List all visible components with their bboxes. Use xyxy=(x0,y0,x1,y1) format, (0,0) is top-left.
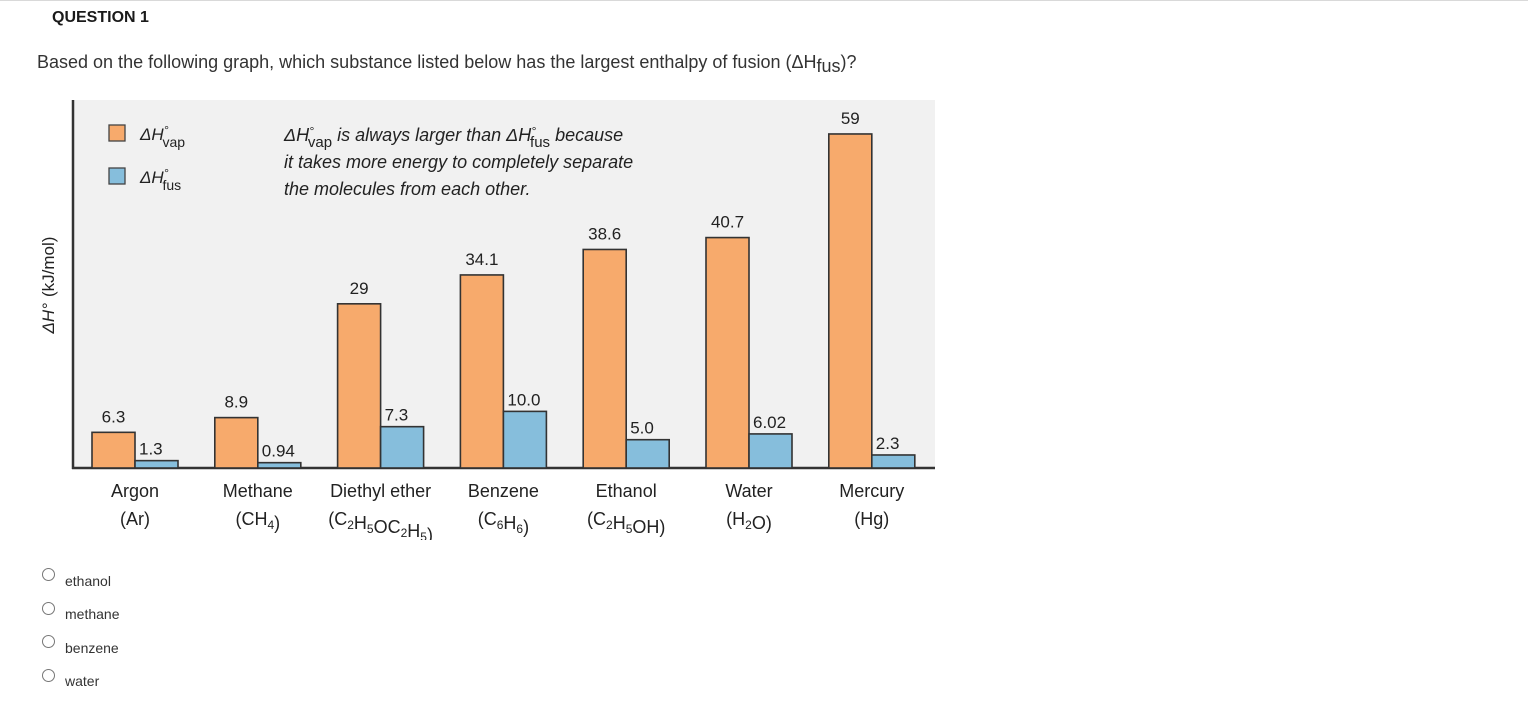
data-label-fus-5: 6.02 xyxy=(753,413,786,432)
option-label-ethanol: ethanol xyxy=(65,572,111,589)
data-label-fus-3: 10.0 xyxy=(507,390,540,409)
legend-fus-degree: ° xyxy=(164,166,169,180)
y-axis-label-symbol: ΔH° xyxy=(39,303,58,335)
bar-fus-4 xyxy=(625,438,671,469)
annotation-mid: is always larger than xyxy=(332,125,506,145)
y-axis-label-units: (kJ/mol) xyxy=(39,237,58,297)
category-labels-group: Argon (Ar) Methane (CH4) Diethyl ether (C2H5O… xyxy=(111,481,904,540)
data-label-vap-0: 6.3 xyxy=(102,407,126,426)
bar-vap-2 xyxy=(336,303,382,469)
category-formula-5: (H2O) xyxy=(726,509,772,533)
annotation-end: because xyxy=(550,125,623,145)
category-name-2: Diethyl ether xyxy=(330,481,431,501)
bar-vap-5 xyxy=(705,236,750,469)
bar-vap-0 xyxy=(91,431,136,469)
category-formula-6: (Hg) xyxy=(854,509,889,529)
legend-fus-symbol: ΔH xyxy=(139,168,164,187)
category-formula-3: (C6H6) xyxy=(478,509,529,537)
question-text: Based on the following graph, which subs… xyxy=(37,52,857,76)
data-label-vap-2: 29 xyxy=(350,279,369,298)
bar-fus-2 xyxy=(379,425,425,469)
question-title: QUESTION 1 xyxy=(52,9,149,26)
bar-vap-1 xyxy=(214,416,259,469)
legend-swatch-vap xyxy=(108,124,126,142)
category-name-4: Ethanol xyxy=(596,481,657,501)
data-label-vap-5: 40.7 xyxy=(711,213,744,232)
category-formula-4: (C2H5OH) xyxy=(587,509,665,537)
category-name-6: Mercury xyxy=(839,481,904,501)
category-formula-0: (Ar) xyxy=(120,509,150,529)
data-label-fus-0: 1.3 xyxy=(139,440,163,459)
option-ethanol[interactable]: ethanol xyxy=(42,562,119,596)
radio-methane[interactable] xyxy=(42,601,55,615)
chart-annotation: ΔH° vap is always larger than ΔH° fus beca… xyxy=(283,124,633,199)
bar-vap-4 xyxy=(582,248,628,469)
bar-fus-1 xyxy=(257,461,302,469)
data-label-vap-1: 8.9 xyxy=(224,393,248,412)
annotation-line-1: ΔH° vap is always larger than ΔH° fus beca… xyxy=(283,124,623,151)
category-name-5: Water xyxy=(725,481,772,501)
legend-label-fus: ΔH° fus xyxy=(139,166,181,193)
annotation-line-2: it takes more energy to completely separ… xyxy=(284,152,633,172)
legend-swatch-fus xyxy=(108,167,126,185)
option-label-benzene: benzene xyxy=(65,639,119,656)
radio-water[interactable] xyxy=(42,668,55,682)
bars-group: 6.3 1.3 8.9 0.94 29 7.3 34.1 10.0 38.6 5.0 40.7 6.0… xyxy=(91,109,916,469)
legend-vap-sub: vap xyxy=(163,134,186,150)
data-label-fus-6: 2.3 xyxy=(876,434,900,453)
annotation-sub-fus: fus xyxy=(530,134,550,151)
question-text-end: )? xyxy=(840,52,857,72)
option-water[interactable]: water xyxy=(42,663,119,697)
legend-fus-sub: fus xyxy=(163,177,182,193)
question-text-sub: fus xyxy=(816,56,841,76)
radio-benzene[interactable] xyxy=(42,635,55,649)
option-benzene[interactable]: benzene xyxy=(42,629,119,663)
radio-ethanol[interactable] xyxy=(42,568,55,582)
legend: ΔH° vap ΔH° fus xyxy=(108,123,185,193)
answer-options: ethanol methane benzene water xyxy=(42,562,119,696)
top-divider xyxy=(0,0,1528,1)
option-methane[interactable]: methane xyxy=(42,596,119,630)
data-label-fus-1: 0.94 xyxy=(262,442,295,461)
legend-label-vap: ΔH° vap xyxy=(139,123,185,150)
bar-vap-6 xyxy=(827,133,873,469)
category-formula-1: (CH4) xyxy=(235,509,280,533)
annotation-symbol-1: ΔH xyxy=(283,125,310,145)
annotation-degree-2: ° xyxy=(531,124,536,138)
data-label-fus-4: 5.0 xyxy=(630,419,654,438)
y-axis-label: ΔH° (kJ/mol) xyxy=(39,237,58,335)
bar-fus-6 xyxy=(870,454,916,469)
enthalpy-bar-chart: ΔH°(kJ/mol) ΔH° vap ΔH° fus ΔH° vap is alwa… xyxy=(39,100,935,540)
option-label-water: water xyxy=(65,673,100,690)
category-name-3: Benzene xyxy=(468,481,539,501)
data-label-vap-4: 38.6 xyxy=(588,224,621,243)
bar-fus-5 xyxy=(748,433,793,469)
category-name-1: Methane xyxy=(223,481,293,501)
data-label-vap-3: 34.1 xyxy=(465,250,498,269)
option-label-methane: methane xyxy=(65,606,120,623)
category-formula-2: (C2H5OC2H5) xyxy=(328,509,433,540)
legend-vap-degree: ° xyxy=(164,123,169,137)
data-label-fus-2: 7.3 xyxy=(385,406,409,425)
bar-fus-3 xyxy=(502,410,548,469)
legend-vap-symbol: ΔH xyxy=(139,125,164,144)
annotation-line-3: the molecules from each other. xyxy=(284,179,530,199)
annotation-symbol-2: ΔH xyxy=(505,125,532,145)
annotation-sub-vap: vap xyxy=(308,134,332,151)
category-name-0: Argon xyxy=(111,481,159,501)
question-text-main: Based on the following graph, which subs… xyxy=(37,52,817,72)
data-label-vap-6: 59 xyxy=(841,109,860,128)
annotation-degree-1: ° xyxy=(309,124,314,138)
bar-fus-0 xyxy=(134,459,179,469)
bar-vap-3 xyxy=(459,274,505,469)
